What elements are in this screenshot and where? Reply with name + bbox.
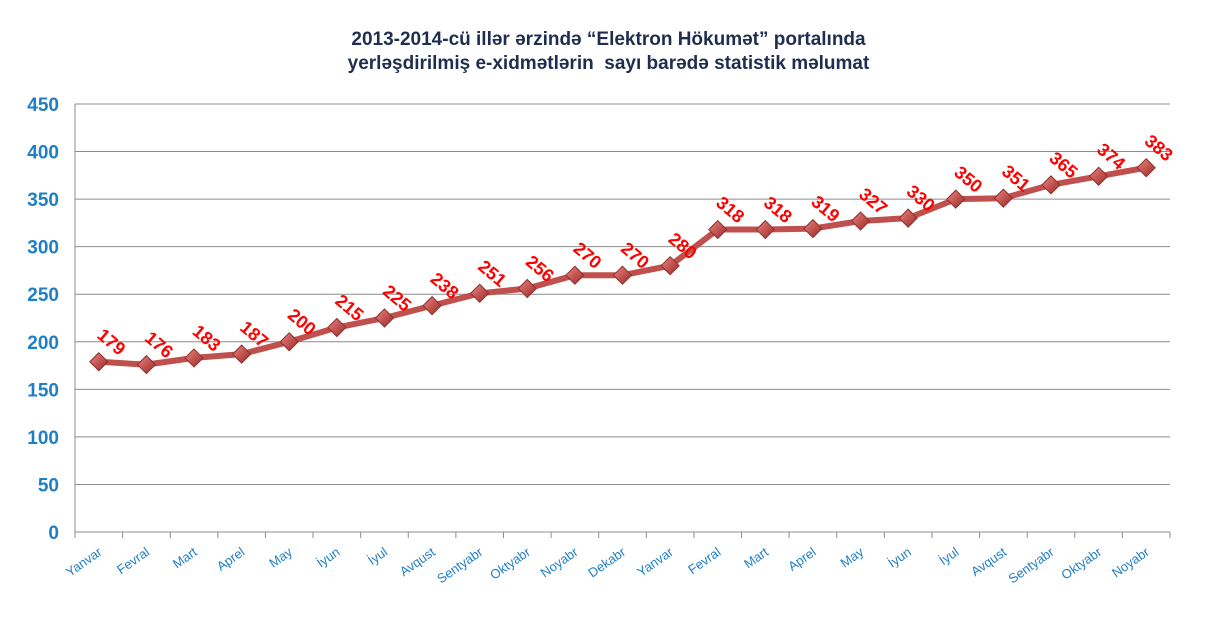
x-tick-label: Avqust — [968, 544, 1009, 579]
x-axis-tick-labels: Yanvar Fevral Mart Aprel May İyun İyul AvqustSe… — [63, 544, 1152, 587]
data-point-marker — [993, 188, 1014, 208]
chart-title: 2013-2014-cü illər ərzində “Elektron Hök… — [0, 28, 1217, 76]
y-tick-label: 100 — [27, 428, 59, 449]
data-point-marker — [136, 354, 157, 375]
x-tick-label: Fevral — [114, 544, 152, 577]
y-tick-label: 250 — [27, 285, 59, 306]
data-point-marker — [279, 332, 299, 352]
x-tick-label: May — [838, 544, 867, 571]
data-point-marker — [89, 352, 109, 372]
data-point-marker — [184, 348, 204, 368]
x-tick-label: Noyabr — [1109, 544, 1152, 581]
data-point-marker — [565, 265, 585, 285]
x-tick-label: Mart — [170, 544, 200, 571]
x-tick-label: Yanvar — [634, 544, 676, 580]
data-point-marker — [469, 283, 490, 303]
data-point-marker — [708, 219, 728, 240]
data-point-marker — [660, 255, 680, 276]
y-tick-label: 200 — [27, 333, 59, 354]
x-tick-label: Avqust — [397, 544, 438, 579]
x-tick-label: Aprel — [785, 544, 819, 574]
x-tick-label: Yanvar — [63, 544, 105, 580]
data-point-marker — [422, 295, 442, 316]
x-tick-label: Fevral — [685, 544, 723, 577]
y-tick-label: 300 — [27, 238, 59, 259]
data-point-marker — [850, 211, 871, 231]
data-point-marker — [1136, 158, 1156, 178]
data-point-marker — [327, 317, 347, 338]
x-tick-label: Sentyabr — [1005, 544, 1057, 587]
chart-title-line-2: yerləşdirilmiş e-xidmətlərin sayı barədə… — [347, 53, 870, 74]
x-tick-label: Oktyabr — [487, 544, 533, 583]
y-tick-label: 400 — [27, 143, 59, 164]
x-tick-label: Aprel — [214, 544, 248, 574]
x-tick-label: İyul — [936, 544, 961, 568]
data-point-marker — [374, 308, 395, 328]
x-tick-label: Noyabr — [538, 544, 581, 581]
chart-title-line-1: 2013-2014-cü illər ərzində “Elektron Hök… — [351, 29, 866, 50]
data-point-marker — [231, 344, 252, 364]
x-tick-label: İyul — [365, 544, 390, 568]
y-tick-label: 450 — [27, 95, 59, 116]
y-tick-label: 350 — [27, 190, 59, 211]
data-point-marker — [946, 189, 966, 209]
data-point-marker — [755, 219, 776, 240]
data-point-marker — [1088, 166, 1109, 186]
data-point-marker — [517, 278, 537, 299]
x-tick-label: Sentyabr — [434, 544, 486, 587]
x-tick-label: İyun — [314, 544, 343, 570]
x-tick-label: May — [266, 544, 295, 571]
data-point-marker — [1041, 175, 1061, 195]
x-tick-label: İyun — [885, 544, 914, 570]
x-tick-label: Oktyabr — [1058, 544, 1104, 583]
data-point-marker — [612, 265, 633, 285]
x-tick-label: Dekabr — [585, 544, 628, 581]
markers — [89, 158, 1156, 375]
y-tick-label: 50 — [38, 475, 59, 496]
y-axis-tick-labels: 0 50 100 150 200 250 300 350 400 450 — [27, 95, 59, 544]
y-tick-label: 150 — [27, 380, 59, 401]
axes — [74, 104, 1171, 538]
y-tick-label: 0 — [48, 523, 59, 544]
data-point-marker — [803, 218, 823, 239]
data-point-marker — [898, 208, 918, 228]
x-tick-label: Mart — [741, 544, 771, 571]
gridlines — [75, 103, 1170, 485]
